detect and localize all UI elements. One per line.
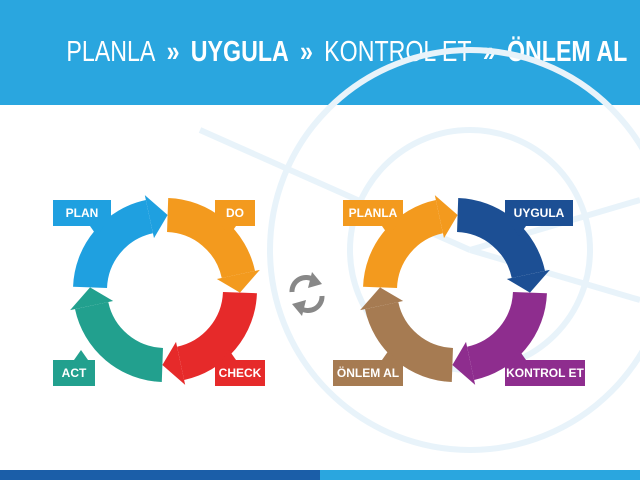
footer-bar — [320, 470, 640, 480]
label-pointer — [382, 350, 396, 360]
label-box — [215, 200, 255, 226]
cycle-segment — [176, 291, 257, 380]
title-part: UYGULA — [190, 36, 289, 68]
title-part: PLANLA — [66, 36, 156, 68]
step-label: KONTROL ET — [506, 366, 584, 380]
label-box — [343, 200, 403, 226]
step-label: PLAN — [66, 206, 99, 220]
cycle-segment — [73, 200, 154, 289]
title-part: ÖNLEM AL — [506, 36, 628, 68]
step-label: UYGULA — [514, 206, 565, 220]
cycle-segment — [466, 291, 547, 380]
label-pointer — [382, 226, 396, 236]
segment-arrow — [452, 341, 476, 385]
label-pointer — [222, 226, 236, 236]
cycle-segment — [166, 198, 255, 279]
header: PLANLA » UYGULA » KONTROL ET » ÖNLEM AL — [0, 0, 640, 105]
label-box — [505, 360, 585, 386]
segment-arrow — [216, 269, 260, 293]
label-box — [53, 200, 111, 226]
segment-arrow — [162, 341, 186, 385]
step-label: DO — [226, 206, 244, 220]
segment-arrow — [360, 287, 404, 311]
label-box — [53, 360, 95, 386]
footer-bar — [0, 470, 320, 480]
segment-arrow — [506, 269, 550, 293]
background-pattern — [198, 47, 640, 453]
label-pointer — [512, 226, 526, 236]
step-label: CHECK — [219, 366, 262, 380]
label-box — [505, 200, 573, 226]
segment-arrow — [70, 287, 114, 311]
label-pointer — [90, 226, 104, 236]
step-label: ACT — [62, 366, 87, 380]
segment-arrow — [144, 195, 168, 239]
step-label: PLANLA — [349, 206, 398, 220]
title-separator: » — [300, 36, 313, 68]
cycle-segment — [365, 301, 454, 382]
label-box — [333, 360, 403, 386]
label-pointer — [74, 350, 88, 360]
step-label: ÖNLEM AL — [337, 365, 399, 380]
title-separator: » — [166, 36, 180, 68]
title: PLANLA » UYGULA » KONTROL ET » ÖNLEM AL — [64, 36, 627, 69]
cycle-segment — [363, 200, 444, 289]
cycle-segment — [75, 301, 164, 382]
swap-icon — [289, 272, 325, 316]
segment-arrow — [434, 195, 458, 239]
label-box — [215, 360, 265, 386]
label-pointer — [222, 350, 236, 360]
label-pointer — [512, 350, 526, 360]
cycle-segment — [456, 198, 545, 279]
